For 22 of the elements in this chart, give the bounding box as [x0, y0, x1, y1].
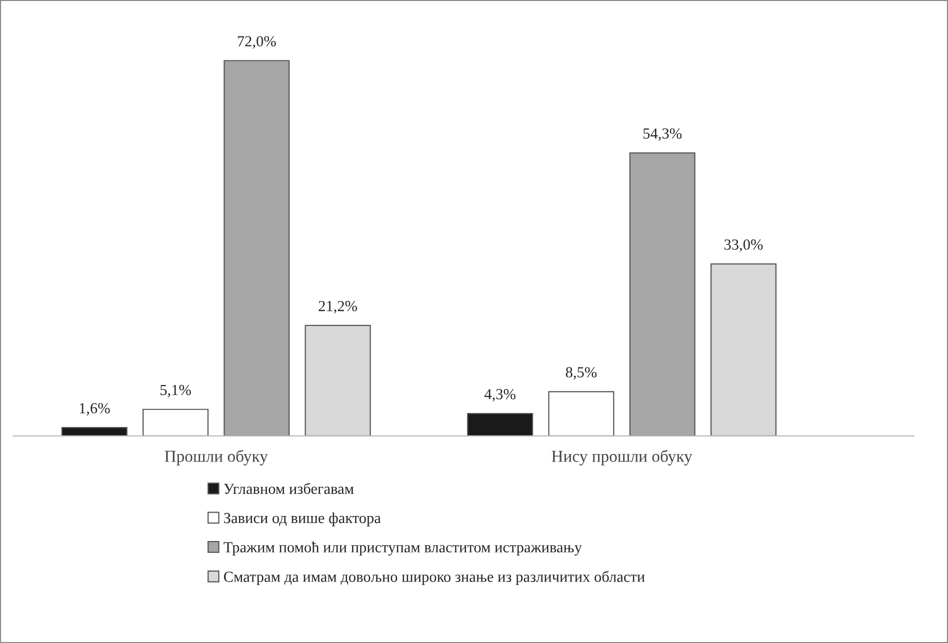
legend-label: Углавном избегавам: [224, 482, 354, 494]
bar: [629, 152, 696, 436]
bar: [224, 60, 290, 436]
legend-label: Зависи од више фактора: [224, 512, 381, 526]
data-label: 72,0%: [238, 36, 276, 49]
bar: [304, 324, 371, 436]
bar: [142, 408, 209, 436]
bar: [61, 427, 128, 436]
bar: [710, 263, 776, 436]
data-label: 5,1%: [160, 384, 191, 398]
data-label: 21,2%: [318, 300, 358, 314]
legend-label: Сматрам да имам довољно широко знање из различитих области: [224, 570, 645, 586]
bar: [548, 391, 614, 436]
data-label: 4,3%: [484, 389, 516, 402]
data-label: 54,3%: [644, 128, 682, 141]
bar: [467, 412, 534, 436]
x-tick-label: Нису прошли обуку: [552, 450, 692, 466]
x-tick-label: Прошли обуку: [164, 450, 268, 466]
data-label: 8,5%: [566, 367, 597, 380]
legend-label: Тражим помоћ или приступам властитом истраживању: [224, 542, 582, 556]
data-label: 33,0%: [724, 239, 763, 252]
data-label: 1,6%: [80, 403, 110, 416]
